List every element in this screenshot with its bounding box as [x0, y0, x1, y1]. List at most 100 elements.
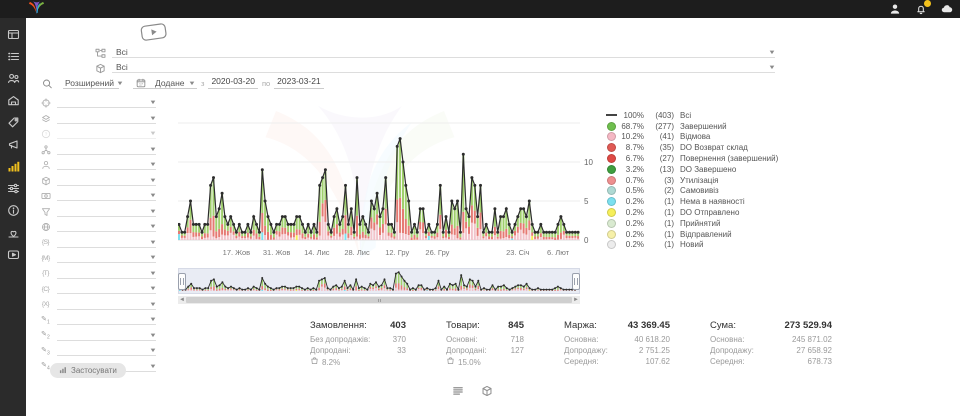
package-icon[interactable] [481, 385, 493, 397]
search-icon[interactable] [42, 79, 53, 89]
brace-m-icon: {M} [41, 254, 50, 262]
date-from-input[interactable]: 2020-03-20 [208, 76, 258, 89]
filter-select-pencil-2[interactable]: ✎2 ▼ [40, 331, 157, 340]
advanced-filter-row: Розширений ▼ 17 Додане ▼ з 2020-03-20 по… [42, 76, 324, 89]
sidebar-price-tag-icon[interactable] [5, 116, 21, 129]
chevron-down-icon: ▼ [116, 81, 124, 87]
filter-select-target[interactable]: ▼ [40, 98, 157, 108]
filter-select-funnel[interactable]: ▼ [40, 207, 157, 217]
mode-select[interactable]: Розширений ▼ [63, 76, 124, 89]
stat-value: 273 529.94 [784, 320, 832, 331]
cloud-icon[interactable] [940, 2, 954, 16]
filter-select-help[interactable]: ? ▼ [40, 129, 157, 139]
sidebar-orders-icon[interactable] [5, 50, 21, 63]
upsell-badge: 15.0% [446, 356, 524, 368]
stat-subrow: Середня: 107.62 [564, 357, 670, 366]
filter-select-network[interactable]: ▼ [40, 144, 157, 155]
brush-handle-left[interactable] [178, 273, 186, 290]
legend-item[interactable]: 3.2% (13) DO Завершено [604, 164, 779, 175]
chevron-down-icon: ▼ [149, 270, 157, 277]
legend-item[interactable]: 0.2% (1) Прийнятий [604, 218, 779, 229]
stat-subrow: Середня: 678.73 [710, 357, 832, 366]
pencil-4-icon: ✎4 [41, 362, 50, 372]
sidebar-info-icon[interactable] [5, 204, 21, 217]
sidebar-statistics-icon[interactable] [5, 160, 21, 173]
filter-select-pencil-3[interactable]: ✎3 ▼ [40, 346, 157, 356]
bag-icon [310, 356, 319, 368]
bell-icon[interactable] [914, 0, 931, 16]
filter-select-brace-x[interactable]: {X} ▼ [40, 300, 157, 310]
dot-swatch [606, 218, 616, 228]
chart-brush[interactable] [178, 268, 580, 294]
stat-title: Замовлення: [310, 320, 367, 331]
legend-item[interactable]: 100% (403) Всі [604, 110, 779, 121]
filter-select-globe[interactable]: ▼ [40, 222, 157, 232]
filter-select-brace-t[interactable]: {T} ▼ [40, 269, 157, 279]
x-tick-label: 17. Жов [222, 248, 251, 257]
sidebar-megaphone-icon[interactable] [5, 138, 21, 151]
legend-item[interactable]: 6.7% (27) Повернення (завершений) [604, 153, 779, 164]
dot-swatch [606, 175, 616, 185]
chart-scrollbar[interactable]: ◄ ► [178, 296, 580, 304]
date-field-value: Додане [155, 78, 185, 88]
sidebar-support-icon[interactable] [5, 226, 21, 239]
cube-icon [40, 176, 51, 186]
legend-item[interactable]: 0.2% (1) Нема в наявності [604, 196, 779, 207]
scroll-left-icon[interactable]: ◄ [179, 297, 185, 303]
chevron-down-icon: ▼ [149, 301, 157, 308]
chevron-down-icon: ▼ [188, 81, 196, 87]
sidebar-clients-icon[interactable] [5, 72, 21, 85]
sidebar-warehouse-icon[interactable] [5, 94, 21, 107]
legend-item[interactable]: 0.5% (2) Самовивіз [604, 186, 779, 197]
filter-select-brace-c[interactable]: {C} ▼ [40, 284, 157, 294]
x-tick-label: 31. Жов [262, 248, 291, 257]
filter-select-banknote[interactable]: ▼ [40, 191, 157, 201]
product-select[interactable]: Всі ▼ [95, 61, 776, 73]
svg-text:?: ? [44, 132, 47, 137]
main-chart[interactable] [177, 103, 580, 243]
legend-item[interactable]: 68.7% (277) Завершений [604, 121, 779, 132]
legend-item[interactable]: 0.2% (1) Відправлений [604, 229, 779, 240]
stat-subrow: Допродані: 33 [310, 346, 406, 355]
stat-title: Сума: [710, 320, 736, 331]
filter-select-brace-s[interactable]: {S} ▼ [40, 238, 157, 248]
brace-x-icon: {X} [41, 301, 50, 308]
user-icon[interactable] [888, 2, 902, 16]
view-toggles [452, 385, 493, 397]
legend-item[interactable]: 0.2% (1) DO Отправлено [604, 207, 779, 218]
presentation-icon[interactable] [140, 22, 169, 46]
list-view-icon[interactable] [452, 385, 464, 397]
x-tick-label: 28. Лис [344, 248, 370, 257]
legend-item[interactable]: 0.7% (3) Утилізація [604, 175, 779, 186]
filter-select-pencil-1[interactable]: ✎1 ▼ [40, 315, 157, 326]
date-to-input[interactable]: 2023-03-21 [274, 76, 324, 89]
summary-stats: Замовлення: 403 Без допродажів: 370 Допродан… [310, 320, 832, 368]
legend-item[interactable]: 8.7% (35) DO Возврат склад [604, 142, 779, 153]
sidebar-sliders-icon[interactable] [5, 182, 21, 195]
dot-swatch [606, 197, 616, 207]
pencil-1-icon: ✎1 [41, 315, 50, 326]
category-select[interactable]: Всі ▼ [95, 46, 776, 58]
filter-select-brace-m[interactable]: {M} ▼ [40, 253, 157, 263]
cube-icon [95, 63, 106, 73]
x-tick-label: 14. Лис [304, 248, 330, 257]
sidebar-dashboard-icon[interactable] [5, 28, 21, 41]
filter-select-layers[interactable]: ▼ [40, 114, 157, 124]
y-tick-label: 5 [584, 197, 589, 206]
scroll-right-icon[interactable]: ► [573, 297, 579, 303]
legend-item[interactable]: 0.2% (1) Новий [604, 240, 779, 251]
brand-logo-icon[interactable] [28, 1, 45, 21]
filter-select-person[interactable]: ▼ [40, 160, 157, 170]
apply-button[interactable]: Застосувати [50, 363, 126, 378]
scrollbar-thumb[interactable] [186, 297, 572, 303]
person-icon [40, 160, 51, 170]
legend-item[interactable]: 10.2% (41) Відмова [604, 132, 779, 143]
line-swatch [605, 114, 617, 117]
network-icon [40, 144, 51, 155]
sidebar-video-icon[interactable] [5, 248, 21, 261]
brush-handle-right[interactable] [572, 273, 580, 290]
filter-select-cube[interactable]: ▼ [40, 176, 157, 186]
dot-swatch [606, 229, 616, 239]
date-field-select[interactable]: 17 Додане ▼ [133, 76, 197, 89]
